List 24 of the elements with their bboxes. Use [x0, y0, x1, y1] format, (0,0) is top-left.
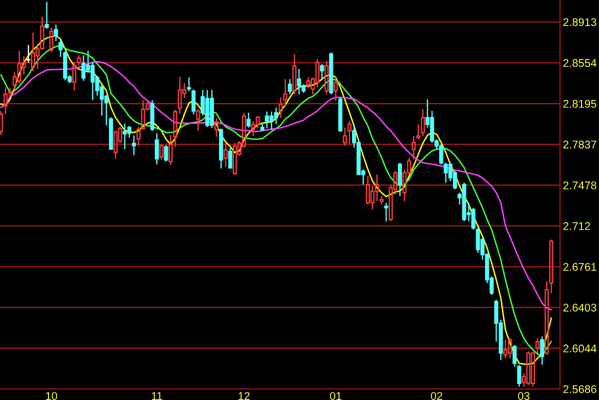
x-tick-label: 01: [330, 392, 342, 400]
x-tick-label: 03: [518, 392, 530, 400]
y-tick-label: 2.7837: [563, 140, 596, 148]
y-tick-label: 2.712: [563, 222, 590, 230]
x-tick-label: 12: [238, 392, 250, 400]
y-tick-label: 2.6403: [563, 304, 596, 312]
y-tick-label: 2.8195: [563, 100, 596, 108]
candlestick: [283, 78, 288, 107]
y-tick-label: 2.6044: [563, 344, 596, 352]
x-tick-label: 10: [46, 392, 58, 400]
y-tick-label: 2.8913: [563, 18, 596, 26]
x-tick-label: 11: [152, 392, 162, 400]
y-tick-label: 2.7478: [563, 181, 596, 190]
candlestick: [224, 142, 228, 168]
y-tick-label: 2.8554: [563, 59, 596, 67]
candlestick: [154, 132, 159, 166]
x-tick-label: 02: [430, 392, 442, 400]
candlestick: [374, 174, 380, 202]
candlestick: [334, 76, 338, 102]
y-tick-label: 2.5686: [563, 385, 596, 394]
candlestick: [288, 78, 292, 95]
y-tick-label: 2.6761: [563, 262, 596, 271]
candlestick: [72, 61, 76, 92]
line-series: [0, 60, 552, 310]
